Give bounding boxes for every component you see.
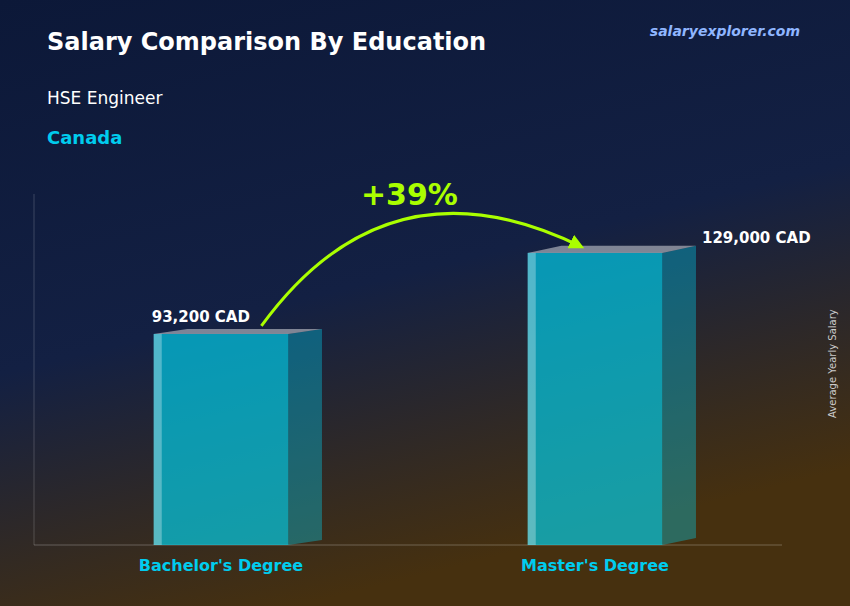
pct-change: +39% (361, 177, 458, 212)
y-axis-line (34, 194, 35, 545)
bar-highlight (154, 334, 162, 545)
bar-side (662, 246, 696, 545)
watermark: salaryexplorer.com (650, 23, 800, 39)
bar-top (528, 246, 696, 253)
data-label: 93,200 CAD (152, 308, 250, 326)
category-label: Bachelor's Degree (139, 556, 303, 575)
bar-top (154, 329, 322, 334)
bar-highlight (528, 253, 536, 545)
category-label: Master's Degree (521, 556, 669, 575)
subtitle: HSE Engineer (47, 88, 162, 108)
bar-side (288, 329, 322, 545)
title: Salary Comparison By Education (47, 28, 486, 56)
data-label: 129,000 CAD (702, 229, 811, 247)
baseline (34, 545, 782, 546)
chart: Bachelor's Degree Master's Degree 93,200 C… (0, 0, 850, 606)
bar (154, 334, 289, 545)
y-axis-label: Average Yearly Salary (827, 309, 838, 418)
country: Canada (47, 127, 122, 148)
bars (154, 246, 696, 545)
bar (528, 253, 663, 545)
background (0, 0, 850, 606)
change-arrow (261, 213, 581, 326)
